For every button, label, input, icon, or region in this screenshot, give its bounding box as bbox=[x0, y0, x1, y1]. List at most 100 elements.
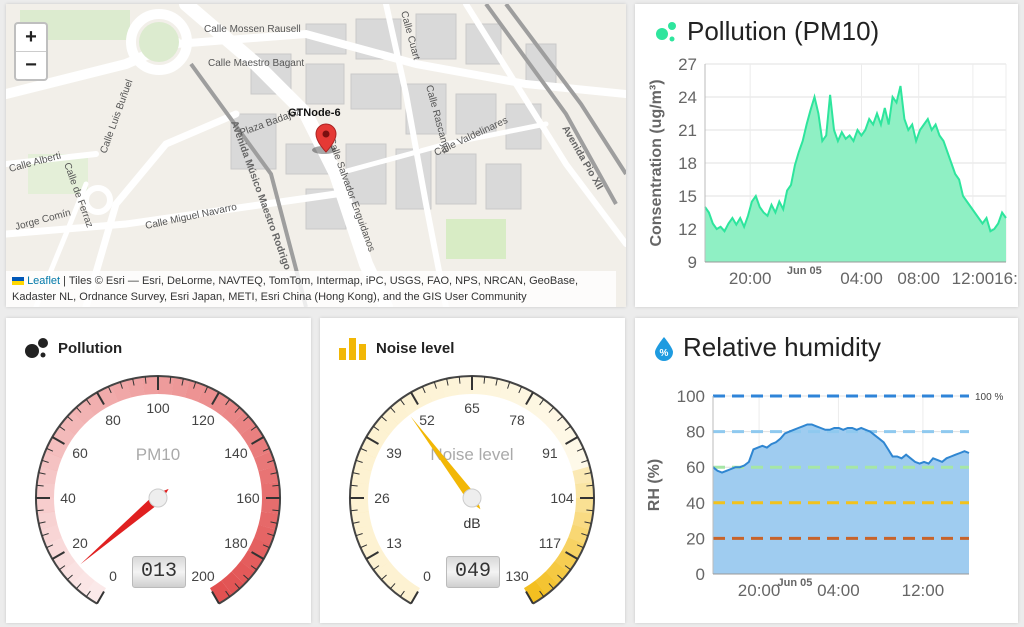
gauge-band bbox=[425, 380, 446, 402]
gauge-tick bbox=[41, 533, 49, 537]
gauge-unit-label: PM10 bbox=[136, 445, 180, 464]
gauge-tick-label: 160 bbox=[236, 490, 260, 506]
gauge-tick bbox=[51, 551, 65, 560]
gauge-tick bbox=[59, 565, 66, 571]
gauge-tick bbox=[234, 407, 241, 413]
gauge-tick bbox=[564, 425, 571, 431]
gauge-tick-label: 0 bbox=[423, 568, 431, 584]
gauge-tick bbox=[262, 544, 270, 549]
leaflet-link[interactable]: Leaflet bbox=[27, 275, 61, 287]
x-tick-label: 08:00 bbox=[897, 269, 940, 288]
gauge-tick bbox=[518, 386, 523, 394]
gauge-band bbox=[142, 376, 159, 395]
gauge-tick bbox=[586, 484, 594, 487]
pm10-chart[interactable]: 9 12 15 18 21 24 27 20:00 04:00 08:00 12:00 16: Jun … bbox=[635, 56, 1018, 301]
series-line bbox=[712, 423, 970, 474]
gauge-tick bbox=[352, 472, 360, 475]
pollution-gauge-header: Pollution bbox=[24, 336, 122, 360]
y-tick-label: 20 bbox=[686, 529, 705, 548]
gauge-hub bbox=[462, 488, 482, 508]
y-tick-label: 0 bbox=[696, 565, 705, 584]
y-tick-label: 12 bbox=[678, 220, 697, 239]
y-axis-title: RH (%) bbox=[646, 459, 663, 511]
gauge-band bbox=[36, 482, 55, 498]
x-tick-label: 20:00 bbox=[738, 581, 781, 600]
gauge-tick bbox=[557, 415, 563, 422]
gauge-band bbox=[511, 385, 534, 408]
gauge-tick bbox=[373, 425, 380, 431]
gauge-tick bbox=[46, 447, 54, 452]
pm10-card: Pollution (PM10) 9 12 15 18 21 24 27 20:00 04:00… bbox=[635, 4, 1018, 307]
gauge-tick-label: 20 bbox=[72, 535, 88, 551]
gauge-tick-label: 140 bbox=[224, 445, 248, 461]
gauge-tick-label: 40 bbox=[60, 490, 76, 506]
gauge-tick bbox=[38, 472, 46, 475]
gauge-tick bbox=[85, 590, 91, 597]
gauge-tick bbox=[495, 378, 498, 386]
gauge-tick-label: 26 bbox=[374, 490, 390, 506]
gauge-tick-label: 100 bbox=[146, 400, 170, 416]
gauge-band bbox=[37, 511, 58, 530]
gauge-tick-label: 91 bbox=[542, 445, 558, 461]
gauge-tick bbox=[584, 521, 592, 524]
gauge-tick bbox=[421, 386, 426, 394]
gauge-band bbox=[354, 524, 376, 545]
map-marker[interactable] bbox=[312, 123, 337, 154]
street-label: Calle Maestro Bagant bbox=[208, 58, 304, 69]
gauge-band bbox=[350, 482, 369, 498]
humidity-card-title: Relative humidity bbox=[683, 332, 881, 362]
gauge-band bbox=[440, 377, 459, 398]
gauge-tick bbox=[350, 484, 358, 487]
gauge-tick bbox=[119, 381, 123, 389]
threshold-label: 100 % bbox=[975, 392, 1003, 403]
map-canvas[interactable]: Calle Mossen Rausell Calle Maestro Bagan… bbox=[6, 4, 626, 307]
gauge-tick bbox=[36, 484, 44, 487]
gauge-band bbox=[572, 511, 593, 530]
gauge-tick bbox=[360, 447, 368, 452]
gauge-tick bbox=[360, 544, 368, 549]
pm10-card-title: Pollution (PM10) bbox=[687, 16, 880, 46]
gauge-needle bbox=[410, 416, 481, 510]
gauge-tick bbox=[132, 378, 135, 386]
gauge-band bbox=[350, 497, 369, 514]
gauge-tick bbox=[85, 399, 91, 406]
gauge-tick bbox=[389, 407, 396, 413]
gauge-band bbox=[97, 385, 119, 408]
zoom-in-button[interactable]: + bbox=[16, 24, 46, 52]
x-tick-label: 04:00 bbox=[840, 269, 883, 288]
gauge-tick bbox=[243, 574, 249, 581]
zoom-out-button[interactable]: − bbox=[25, 54, 37, 76]
gauge-band bbox=[498, 380, 519, 402]
gauge-rim bbox=[35, 375, 281, 605]
gauge-tick bbox=[350, 509, 358, 512]
gauge-band bbox=[126, 377, 145, 398]
gauge-band bbox=[456, 376, 473, 395]
gauge-tick-label: 120 bbox=[191, 412, 215, 428]
gauge-tick bbox=[548, 583, 555, 589]
gauge-tick bbox=[399, 590, 405, 597]
gauge-tick bbox=[389, 583, 396, 589]
gauge-tick bbox=[38, 521, 46, 524]
gauge-tick bbox=[59, 425, 66, 431]
gauge-tick bbox=[225, 590, 231, 597]
y-tick-label: 24 bbox=[678, 88, 697, 107]
gauge-tick-label: 117 bbox=[539, 535, 562, 551]
humidity-card-header: % Relative humidity bbox=[653, 332, 881, 363]
gauge-tick bbox=[211, 391, 220, 405]
gauge-tick bbox=[243, 415, 249, 422]
y-tick-label: 40 bbox=[686, 494, 705, 513]
gauge-tick bbox=[96, 591, 105, 605]
gauge-tick bbox=[51, 436, 65, 445]
gauge-band bbox=[575, 498, 594, 514]
y-tick-label: 9 bbox=[688, 253, 697, 272]
gauge-band bbox=[40, 524, 62, 545]
gauge-band bbox=[411, 385, 433, 408]
svg-text:%: % bbox=[660, 348, 669, 359]
pollution-gauge: 0 20 40 60 80 100 120 140 160 180 200 PM10 bbox=[35, 375, 281, 605]
gauge-tick bbox=[355, 533, 363, 537]
gauge-tick bbox=[584, 472, 592, 475]
gauge-rim bbox=[349, 375, 595, 605]
gauge-tick bbox=[272, 509, 280, 512]
marker-label: GTNode-6 bbox=[288, 107, 341, 119]
humidity-chart[interactable]: 0 20 40 60 80 100 100 % 20:00 04:00 12:00 Jun 05 RH… bbox=[635, 370, 1018, 620]
